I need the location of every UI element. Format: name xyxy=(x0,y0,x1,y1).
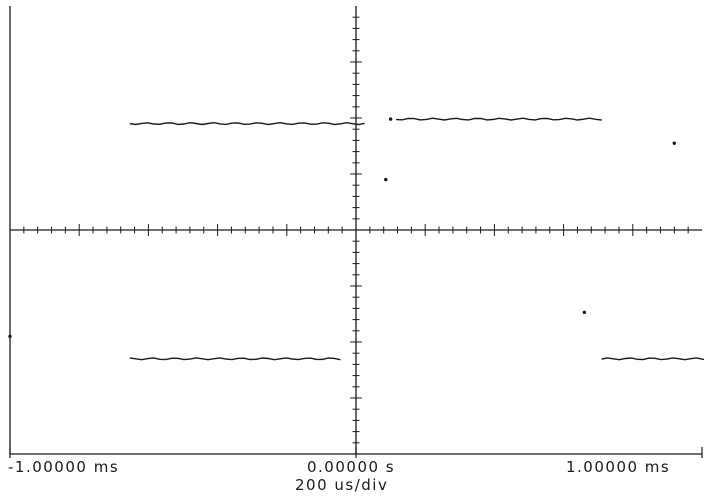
trace-point xyxy=(388,117,393,121)
trace-segment xyxy=(396,117,602,121)
trace-point xyxy=(8,334,12,339)
trace-segment xyxy=(129,121,365,126)
x-tick-label-left: -1.00000 ms xyxy=(8,458,119,476)
timebase-label: 200 us/div xyxy=(295,476,388,494)
trace-layer xyxy=(8,117,704,361)
trace-segment xyxy=(129,357,341,361)
x-tick-label-center: 0.00000 s xyxy=(307,458,395,476)
label-layer: -1.00000 ms 0.00000 s 1.00000 ms 200 us/… xyxy=(8,458,670,494)
trace-point xyxy=(384,177,388,182)
trace-point xyxy=(582,310,587,315)
x-tick-label-right: 1.00000 ms xyxy=(566,458,670,476)
trace-point xyxy=(672,141,677,145)
trace-segment xyxy=(601,357,704,361)
crosshair-axes xyxy=(9,6,703,458)
